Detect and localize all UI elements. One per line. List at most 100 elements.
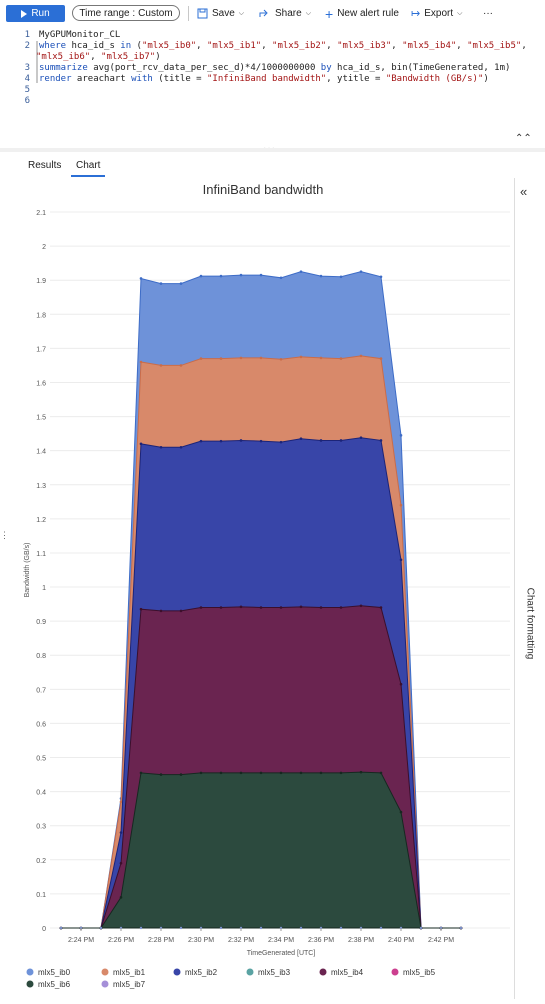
save-icon	[197, 8, 208, 19]
chevron-down-icon: ⌵	[305, 9, 311, 17]
line-number: 4	[24, 74, 30, 84]
data-point	[219, 357, 223, 360]
legend-marker	[26, 968, 34, 976]
chevron-down-icon: ⌵	[457, 9, 463, 17]
data-point	[219, 771, 223, 775]
tab-chart[interactable]: Chart	[76, 160, 101, 171]
data-point	[299, 270, 303, 273]
legend-label: mlx5_ib0	[38, 968, 71, 977]
code-line-2: where hca_id_s in ("mlx5_ib0", "mlx5_ib1…	[39, 41, 527, 51]
y-tick-label: 2	[42, 244, 46, 251]
collapse-editor-icon[interactable]: ⌃⌃	[515, 133, 532, 144]
chart-panel: InfiniBand bandwidth 0 0.1 0.2 0.3 0.4 0.5 0.6 0…	[13, 178, 513, 999]
left-resize-handle[interactable]: ⋮	[0, 530, 9, 540]
new-alert-rule-button[interactable]: + New alert rule	[325, 5, 399, 22]
data-point	[299, 605, 303, 609]
data-point	[279, 606, 283, 609]
data-point	[399, 810, 403, 814]
data-point	[339, 275, 343, 279]
line-number: 5	[24, 85, 30, 95]
data-point	[359, 270, 363, 273]
command-toolbar: Run Time range : Custom Save ⌵ Share ⌵ +…	[0, 0, 545, 27]
line-number: 1	[24, 30, 30, 40]
y-tick-label: 2.1	[36, 210, 46, 217]
y-tick-label: 0.2	[36, 858, 46, 865]
export-button[interactable]: ↦ Export ⌵	[411, 5, 462, 22]
data-point	[319, 356, 323, 360]
more-icon: ···	[483, 8, 493, 19]
y-tick-label: 1.6	[36, 380, 46, 387]
data-point	[219, 274, 223, 278]
data-point	[379, 357, 383, 360]
data-point	[359, 354, 363, 358]
share-label: Share	[275, 8, 302, 19]
data-point	[139, 926, 143, 930]
data-point	[339, 439, 343, 442]
time-range-button[interactable]: Time range : Custom	[72, 5, 180, 21]
save-button[interactable]: Save ⌵	[197, 5, 244, 22]
more-options-button[interactable]: ···	[483, 5, 493, 22]
data-point	[179, 282, 183, 285]
x-tick-label: 2:28 PM	[148, 937, 174, 944]
pane-splitter[interactable]	[0, 148, 545, 152]
legend-label: mlx5_ib3	[258, 968, 291, 977]
data-point	[119, 896, 123, 899]
line-number: 6	[24, 96, 30, 106]
data-point	[279, 440, 283, 444]
legend-marker	[26, 980, 34, 988]
x-axis-label: TimeGenerated [UTC]	[247, 950, 316, 957]
data-point	[199, 439, 203, 443]
data-point	[339, 606, 343, 609]
run-button[interactable]: Run	[6, 5, 65, 22]
data-point	[239, 273, 243, 277]
new-alert-rule-label: New alert rule	[337, 8, 399, 19]
legend-label: mlx5_ib7	[113, 980, 146, 989]
line-number: 3	[24, 63, 30, 73]
plus-icon: +	[325, 5, 334, 22]
share-button[interactable]: Share ⌵	[259, 5, 311, 22]
y-tick-label: 0.8	[36, 653, 46, 660]
data-point	[219, 926, 223, 930]
data-point	[259, 356, 263, 360]
x-tick-label: 2:24 PM	[68, 937, 94, 944]
chart-formatting-panel[interactable]: « Chart formatting	[514, 178, 545, 999]
expand-panel-icon[interactable]: «	[520, 184, 528, 199]
query-editor[interactable]: 1 2 3 4 5 6 MyGPUMonitor_CL where hca_id…	[0, 28, 545, 144]
y-tick-label: 0.5	[36, 756, 46, 763]
data-point	[199, 274, 203, 278]
data-point	[419, 926, 423, 930]
data-point	[199, 771, 203, 775]
data-point	[199, 606, 203, 609]
data-point	[159, 609, 163, 613]
data-point	[159, 364, 163, 367]
data-point	[139, 442, 143, 446]
data-point	[399, 682, 403, 686]
data-point	[299, 355, 303, 359]
run-button-label: Run	[31, 8, 50, 19]
legend-label: mlx5_ib1	[113, 968, 146, 977]
data-point	[199, 357, 203, 360]
data-point	[299, 771, 303, 775]
legend-marker	[101, 968, 109, 976]
data-point	[159, 773, 163, 776]
data-point	[139, 771, 143, 775]
data-point	[279, 357, 283, 361]
tab-results[interactable]: Results	[28, 160, 62, 171]
data-point	[179, 364, 183, 367]
data-point	[259, 771, 263, 775]
legend-label: mlx5_ib6	[38, 980, 71, 989]
data-point	[319, 771, 323, 775]
y-tick-label: 1.4	[36, 449, 46, 456]
data-point	[319, 606, 323, 609]
code-line-4: render areachart with (title = "InfiniBa…	[39, 74, 489, 84]
x-tick-label: 2:38 PM	[348, 937, 374, 944]
area-chart: InfiniBand bandwidth 0 0.1 0.2 0.3 0.4 0.5 0.6 0…	[24, 182, 510, 989]
x-tick-label: 2:40 PM	[388, 937, 414, 944]
code-line-2-wrap: "mlx5_ib6", "mlx5_ib7")	[36, 52, 161, 62]
y-tick-label: 1.9	[36, 278, 46, 285]
data-point	[399, 503, 403, 507]
data-point	[259, 606, 263, 609]
time-range-label: Time range :	[79, 7, 136, 19]
y-tick-label: 0.6	[36, 721, 46, 728]
y-tick-label: 1	[42, 585, 46, 592]
